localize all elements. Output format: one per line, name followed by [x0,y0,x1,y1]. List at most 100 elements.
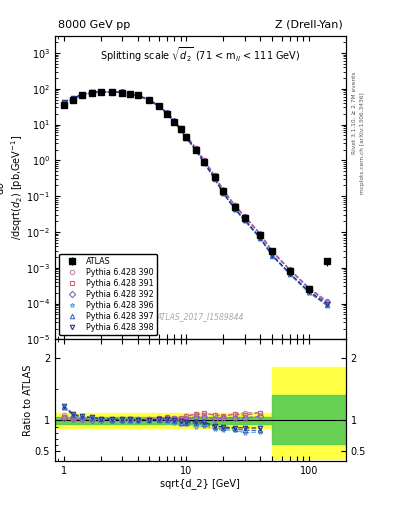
Pythia 6.428 396 [212,176,217,182]
Pythia 6.428 397 [307,289,311,295]
Pythia 6.428 390 [307,285,311,291]
Pythia 6.428 397 [242,218,247,224]
Pythia 6.428 392 [120,90,125,96]
Text: Splitting scale $\sqrt{d_2}$ (71 < m$_{ll}$ < 111 GeV): Splitting scale $\sqrt{d_2}$ (71 < m$_{l… [100,45,301,63]
Pythia 6.428 398 [178,126,183,132]
Pythia 6.428 397 [258,235,263,241]
Pythia 6.428 398 [221,189,226,196]
Pythia 6.428 396 [233,206,237,212]
Pythia 6.428 391 [212,173,217,179]
Pythia 6.428 397 [194,147,198,154]
Pythia 6.428 398 [307,288,311,294]
Pythia 6.428 398 [212,175,217,181]
Pythia 6.428 396 [135,93,140,99]
Pythia 6.428 396 [270,252,274,259]
Pythia 6.428 390 [172,118,177,124]
Pythia 6.428 390 [325,297,329,304]
Pythia 6.428 390 [71,96,76,102]
Pythia 6.428 392 [110,89,115,95]
Pythia 6.428 398 [172,119,177,125]
Pythia 6.428 397 [233,206,237,212]
Y-axis label: d$\sigma$
/dsqrt($d_2$) [pb,GeV$^{-1}$]: d$\sigma$ /dsqrt($d_2$) [pb,GeV$^{-1}$] [0,135,25,240]
Pythia 6.428 390 [165,110,170,116]
Pythia 6.428 392 [184,134,189,140]
X-axis label: sqrt{d_2} [GeV]: sqrt{d_2} [GeV] [160,478,241,489]
Pythia 6.428 390 [270,248,274,254]
Text: ATLAS_2017_I1589844: ATLAS_2017_I1589844 [157,312,244,321]
Pythia 6.428 396 [98,89,103,95]
Pythia 6.428 396 [178,127,183,133]
Pythia 6.428 391 [172,118,177,124]
Pythia 6.428 391 [61,101,66,108]
Pythia 6.428 391 [288,267,292,273]
Line: Pythia 6.428 397: Pythia 6.428 397 [61,90,329,307]
Pythia 6.428 391 [325,299,329,305]
Pythia 6.428 397 [128,91,133,97]
Pythia 6.428 396 [325,302,329,308]
Pythia 6.428 390 [178,125,183,132]
Pythia 6.428 397 [270,252,274,259]
Pythia 6.428 396 [221,190,226,197]
Pythia 6.428 396 [194,148,198,154]
Pythia 6.428 390 [202,157,207,163]
Pythia 6.428 397 [79,92,84,98]
Y-axis label: Ratio to ATLAS: Ratio to ATLAS [24,365,33,436]
Pythia 6.428 396 [172,119,177,125]
Pythia 6.428 391 [178,125,183,132]
Pythia 6.428 391 [270,248,274,254]
Pythia 6.428 398 [157,103,162,109]
Pythia 6.428 398 [71,95,76,101]
Pythia 6.428 390 [147,97,152,103]
Pythia 6.428 392 [288,267,292,273]
Pythia 6.428 390 [221,187,226,193]
Pythia 6.428 398 [61,99,66,105]
Pythia 6.428 398 [110,89,115,95]
Pythia 6.428 391 [110,89,115,95]
Pythia 6.428 396 [147,97,152,103]
Pythia 6.428 397 [325,302,329,308]
Pythia 6.428 397 [61,99,66,105]
Line: Pythia 6.428 390: Pythia 6.428 390 [61,90,329,303]
Pythia 6.428 392 [307,286,311,292]
Pythia 6.428 396 [110,89,115,95]
Pythia 6.428 392 [128,91,133,97]
Pythia 6.428 392 [98,89,103,95]
Pythia 6.428 390 [128,91,133,97]
Pythia 6.428 390 [288,266,292,272]
Pythia 6.428 391 [221,187,226,193]
Pythia 6.428 397 [98,89,103,95]
Pythia 6.428 396 [307,290,311,296]
Pythia 6.428 390 [79,92,84,98]
Pythia 6.428 396 [258,236,263,242]
Pythia 6.428 391 [147,97,152,103]
Pythia 6.428 391 [242,214,247,220]
Pythia 6.428 391 [233,202,237,208]
Pythia 6.428 392 [258,231,263,238]
Pythia 6.428 396 [202,160,207,166]
Pythia 6.428 397 [172,119,177,125]
Pythia 6.428 397 [202,160,207,166]
Pythia 6.428 391 [184,133,189,139]
Pythia 6.428 390 [61,101,66,107]
Pythia 6.428 392 [242,214,247,220]
Pythia 6.428 392 [194,146,198,152]
Text: 8000 GeV pp: 8000 GeV pp [58,20,130,30]
Pythia 6.428 397 [71,95,76,101]
Pythia 6.428 392 [202,158,207,164]
Pythia 6.428 396 [242,218,247,224]
Pythia 6.428 396 [288,271,292,278]
Pythia 6.428 396 [128,91,133,97]
Pythia 6.428 390 [194,145,198,151]
Pythia 6.428 392 [212,173,217,179]
Pythia 6.428 396 [184,135,189,141]
Pythia 6.428 392 [79,92,84,98]
Pythia 6.428 392 [165,110,170,116]
Pythia 6.428 390 [233,202,237,208]
Pythia 6.428 398 [288,270,292,276]
Pythia 6.428 391 [194,145,198,151]
Pythia 6.428 397 [157,103,162,110]
Pythia 6.428 390 [90,90,94,96]
Pythia 6.428 390 [98,89,103,95]
Pythia 6.428 397 [178,126,183,133]
Pythia 6.428 392 [233,203,237,209]
